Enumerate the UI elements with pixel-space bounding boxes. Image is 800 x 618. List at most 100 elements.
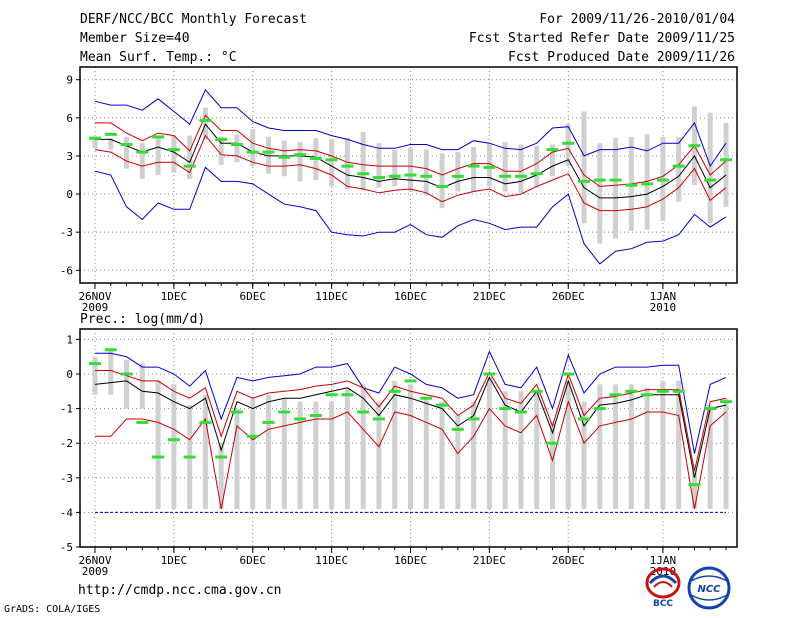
median-mark: [183, 455, 196, 459]
median-mark: [530, 389, 543, 393]
x-tick-label: 11DEC: [315, 554, 348, 567]
spread-box: [581, 401, 587, 509]
median-mark: [514, 174, 527, 178]
spread-box: [171, 384, 177, 509]
spread-box: [455, 152, 461, 192]
spread-box: [439, 401, 445, 509]
median-mark: [704, 407, 717, 411]
y-tick-label: -2: [60, 437, 73, 450]
x-tick-label: 21DEC: [473, 554, 506, 567]
ensemble-mean-line: [94, 376, 727, 478]
median-mark: [420, 174, 433, 178]
spread-box: [139, 143, 145, 179]
spread-box: [344, 387, 350, 509]
median-mark: [483, 165, 496, 169]
median-mark: [262, 420, 275, 424]
median-mark: [325, 393, 338, 397]
spread-box: [329, 139, 335, 187]
median-mark: [388, 389, 401, 393]
median-mark: [136, 150, 149, 154]
spread-box: [376, 401, 382, 509]
spread-box: [187, 135, 193, 179]
median-mark: [89, 136, 101, 140]
forecast-produced-date: Fcst Produced Date 2009/11/26: [508, 50, 735, 65]
spread-box: [124, 136, 130, 169]
x-tick-label: 1JAN: [650, 290, 677, 303]
x-tick-label: 26DEC: [552, 554, 585, 567]
median-mark: [215, 455, 228, 459]
median-mark: [278, 155, 291, 159]
median-mark: [89, 362, 101, 366]
spread-box: [502, 141, 508, 192]
plot-frame: [79, 66, 738, 284]
spread-box: [549, 422, 555, 509]
median-mark: [246, 150, 259, 154]
spread-box: [597, 143, 603, 244]
median-mark: [104, 132, 117, 136]
ncc-logo: NCC: [687, 566, 731, 610]
median-mark: [656, 178, 669, 182]
spread-box: [518, 144, 524, 193]
spread-box: [439, 153, 445, 209]
source-url[interactable]: http://cmdp.ncc.cma.gov.cn: [78, 583, 282, 598]
median-mark: [262, 150, 275, 154]
median-mark: [720, 400, 732, 404]
median-mark: [499, 174, 512, 178]
spread-box: [218, 136, 224, 165]
y-tick-label: -6: [60, 264, 73, 277]
y-tick-label: 6: [66, 112, 73, 125]
spread-box: [707, 112, 713, 224]
spread-box: [660, 380, 666, 509]
median-mark: [420, 396, 433, 400]
median-mark: [341, 164, 354, 168]
spread-box: [707, 405, 713, 509]
spread-box: [644, 387, 650, 509]
x-tick-year-label: 2010: [650, 301, 677, 314]
median-mark: [215, 137, 228, 141]
median-mark: [278, 410, 291, 414]
spread-box: [581, 111, 587, 224]
median-mark: [388, 174, 401, 178]
x-tick-label: 1DEC: [161, 554, 188, 567]
spread-box: [329, 401, 335, 509]
median-mark: [704, 178, 717, 182]
median-mark: [372, 417, 385, 421]
spread-box: [139, 363, 145, 409]
median-mark: [357, 172, 370, 176]
y-tick-label: -3: [60, 472, 73, 485]
median-mark: [152, 455, 165, 459]
median-mark: [246, 434, 259, 438]
median-mark: [294, 153, 307, 157]
median-mark: [609, 178, 622, 182]
median-mark: [436, 184, 449, 188]
spread-box: [723, 398, 729, 509]
spread-box: [155, 138, 161, 175]
quartile-lower-line: [95, 400, 727, 509]
median-mark: [593, 407, 606, 411]
spread-box: [297, 401, 303, 509]
x-tick-label: 11DEC: [315, 290, 348, 303]
spread-box: [423, 149, 429, 196]
temp-panel-title: Mean Surf. Temp.: °C: [80, 50, 237, 65]
spread-box: [266, 136, 272, 174]
spread-box: [408, 384, 413, 509]
spread-box: [155, 380, 161, 509]
median-mark: [672, 164, 685, 168]
precip-panel-title: Prec.: log(mm/d): [80, 312, 205, 327]
median-mark: [530, 172, 543, 176]
median-mark: [199, 118, 212, 122]
spread-box: [471, 147, 477, 192]
spread-box: [549, 144, 555, 177]
median-mark: [230, 143, 243, 147]
spread-box: [234, 408, 240, 509]
ensemble-mean-line: [95, 123, 727, 199]
spread-box: [250, 398, 256, 509]
spread-box: [297, 141, 303, 182]
spread-box: [108, 138, 114, 150]
spread-box: [202, 394, 208, 509]
bcc-logo: BCC: [645, 567, 681, 609]
member-size: Member Size=40: [80, 31, 190, 46]
median-mark: [404, 379, 417, 383]
median-mark: [546, 441, 559, 445]
